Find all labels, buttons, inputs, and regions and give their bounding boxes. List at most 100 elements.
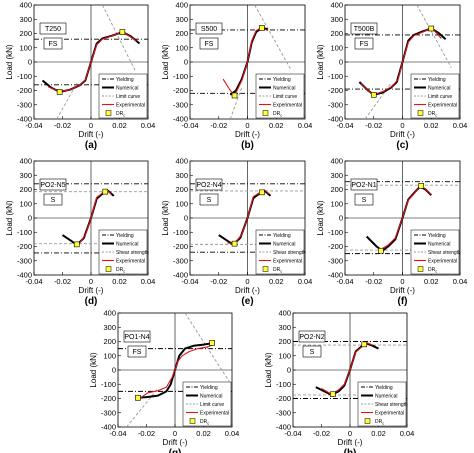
legend-label: Shear strength <box>428 250 461 256</box>
y-tick-label: 200 <box>19 185 32 194</box>
x-tick-label: -0.02 <box>210 277 227 286</box>
legend-label: DRc <box>200 419 209 425</box>
mode-box <box>199 37 219 50</box>
experimental-line <box>139 344 213 399</box>
y-tick-label: 400 <box>278 309 291 318</box>
panel-label: (f) <box>398 296 408 307</box>
dr-marker <box>259 24 265 31</box>
legend-label-subscript: c <box>435 113 437 117</box>
legend: Yielding Numerical Limit curve Experimental… <box>255 73 305 119</box>
chart-panel-5: -0.04 -0.02 0 0.02 0.04 400 300 200 100 0 -100 -200… <box>161 157 312 307</box>
y-tick-label: -300 <box>173 256 188 265</box>
x-axis-label: Drift (-) <box>390 130 415 139</box>
y-tick-label: 0 <box>184 214 188 223</box>
y-axis-label: Load (kN) <box>5 44 14 79</box>
y-tick-label: -400 <box>328 115 343 124</box>
mode-label: S <box>51 197 56 204</box>
legend-swatch-dr <box>189 418 196 424</box>
y-tick-label: 300 <box>278 323 291 332</box>
y-tick-label: 200 <box>19 29 32 38</box>
limit-curve <box>254 5 292 70</box>
legend-label: Yielding <box>116 77 134 83</box>
legend: Yielding Numerical Shear strength Experimen… <box>255 229 306 275</box>
x-tick-label: 0 <box>89 277 93 286</box>
specimen-label: PO2-N1 <box>351 182 376 189</box>
chart-panel-8: -0.04 -0.02 0 0.02 0.04 400 300 200 100 0 -100 -200… <box>264 309 414 453</box>
legend-label: Experimental <box>375 411 404 417</box>
mode-box <box>354 37 374 50</box>
legend: Yielding Numerical Shear strength Experimen… <box>410 229 461 275</box>
legend-label: Yielding <box>200 385 218 391</box>
chart-panel-2: -0.04 -0.02 0 0.02 0.04 400 300 200 100 0 -100 -200… <box>161 1 312 151</box>
x-tick-label: 0.02 <box>424 277 439 286</box>
specimen-box <box>123 330 151 343</box>
mode-label: FS <box>360 41 369 48</box>
x-tick-label: 0.04 <box>225 429 240 438</box>
legend-label: Shear strength <box>273 250 306 256</box>
panel-label: (a) <box>85 140 97 151</box>
mode-label: FS <box>133 349 142 356</box>
y-tick-label: -300 <box>173 100 188 109</box>
legend-label: Shear strength <box>375 402 408 408</box>
legend-label: Experimental <box>116 259 145 265</box>
mode-label: S <box>362 197 367 204</box>
dr-marker <box>428 25 435 32</box>
legend-label: Shear strength <box>116 250 149 256</box>
specimen-label: T500B <box>354 26 375 33</box>
dr-marker <box>231 92 238 99</box>
legend: Yielding Numerical Limit curve Experimental… <box>182 381 232 427</box>
y-axis-label: Load (kN) <box>264 352 273 387</box>
y-tick-label: -400 <box>173 271 188 280</box>
y-tick-label: 100 <box>175 199 188 208</box>
y-tick-label: 0 <box>287 366 291 375</box>
legend: Yielding Numerical Shear strength Experimen… <box>98 229 149 275</box>
specimen-box <box>350 22 378 35</box>
y-tick-label: 400 <box>330 1 343 10</box>
y-tick-label: -300 <box>276 408 291 417</box>
x-tick-label: 0.04 <box>141 121 156 130</box>
limit-curve <box>229 87 243 119</box>
y-tick-label: 300 <box>175 171 188 180</box>
x-tick-label: -0.04 <box>109 429 126 438</box>
y-axis-label: Load (kN) <box>5 200 14 235</box>
panel-label: (h) <box>344 448 357 453</box>
y-tick-label: 0 <box>339 214 343 223</box>
legend-label-subscript: c <box>435 269 437 273</box>
legend-label: DRc <box>116 267 125 273</box>
x-axis-label: Drift (-) <box>235 130 260 139</box>
dr-marker <box>418 183 424 189</box>
legend: Yielding Numerical Shear strength Experimen… <box>357 381 408 427</box>
legend-label: Yielding <box>375 385 393 391</box>
legend: Yielding Numerical Limit curve Experimental… <box>98 73 148 119</box>
legend-swatch-dr <box>262 266 269 272</box>
mode-box <box>127 345 147 358</box>
y-tick-label: 400 <box>19 157 32 166</box>
y-axis-label: Load (kN) <box>161 44 170 79</box>
x-tick-label: -0.04 <box>181 277 198 286</box>
legend-label: Yielding <box>116 233 134 239</box>
y-tick-label: 0 <box>28 214 32 223</box>
y-tick-label: -400 <box>173 115 188 124</box>
dr-marker <box>119 29 126 35</box>
legend-label: DRc <box>375 419 384 425</box>
legend-label: Numerical <box>428 86 451 92</box>
specimen-label: PO2-N4 <box>196 182 221 189</box>
y-tick-label: 100 <box>330 43 343 52</box>
legend-label: DRc <box>428 111 437 117</box>
legend-label: Numerical <box>428 242 451 248</box>
legend-swatch-dr <box>417 266 424 272</box>
specimen-label: T250 <box>45 26 61 33</box>
dr-marker <box>209 340 215 346</box>
y-axis-label: Load (kN) <box>89 352 98 387</box>
x-tick-label: 0.04 <box>298 277 313 286</box>
x-tick-label: 0 <box>89 121 93 130</box>
x-axis-label: Drift (-) <box>390 286 415 295</box>
mode-box <box>302 345 322 358</box>
mode-label: S <box>207 197 212 204</box>
x-tick-label: 0.02 <box>112 121 127 130</box>
legend-label-subscript: c <box>280 269 282 273</box>
legend-swatch-dr <box>262 110 269 116</box>
legend-label: DRc <box>273 111 282 117</box>
y-tick-label: -300 <box>17 256 32 265</box>
mode-box <box>43 193 63 206</box>
